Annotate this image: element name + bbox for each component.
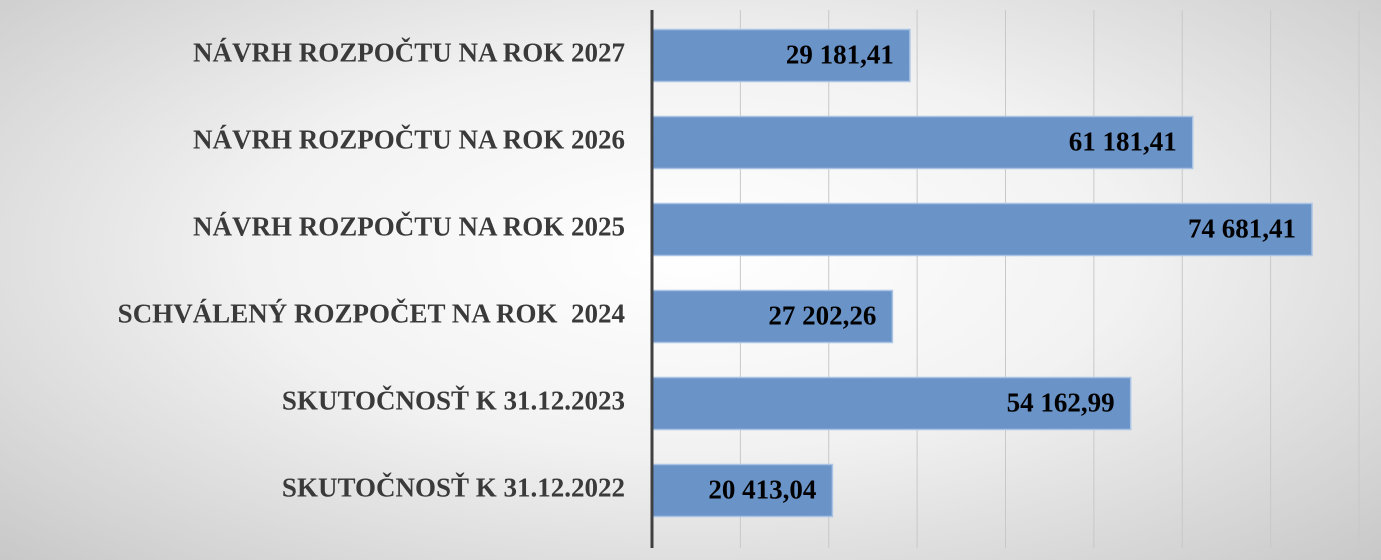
y-tick-label: NÁVRH ROZPOČTU NA ROK 2027: [193, 38, 625, 68]
y-tick-label: SKUTOČNOSŤ K 31.12.2023: [282, 386, 625, 416]
data-label: 74 681,41: [1188, 214, 1296, 244]
bar: [651, 28, 911, 83]
bar: [651, 463, 834, 518]
y-tick-label: NÁVRH ROZPOČTU NA ROK 2026: [193, 125, 625, 155]
data-label: 54 162,99: [1007, 388, 1115, 418]
y-tick-label: SCHVÁLENÝ ROZPOČET NA ROK 2024: [118, 299, 625, 329]
data-label: 29 181,41: [786, 40, 894, 70]
bar: [651, 115, 1194, 170]
bar: [651, 289, 894, 344]
y-tick-label: SKUTOČNOSŤ K 31.12.2022: [282, 473, 625, 503]
bar: [651, 202, 1313, 257]
y-tick-label: NÁVRH ROZPOČTU NA ROK 2025: [193, 212, 625, 242]
data-label: 20 413,04: [708, 475, 816, 505]
data-label: 61 181,41: [1069, 127, 1177, 157]
data-label: 27 202,26: [768, 301, 876, 331]
bar: [651, 376, 1132, 431]
